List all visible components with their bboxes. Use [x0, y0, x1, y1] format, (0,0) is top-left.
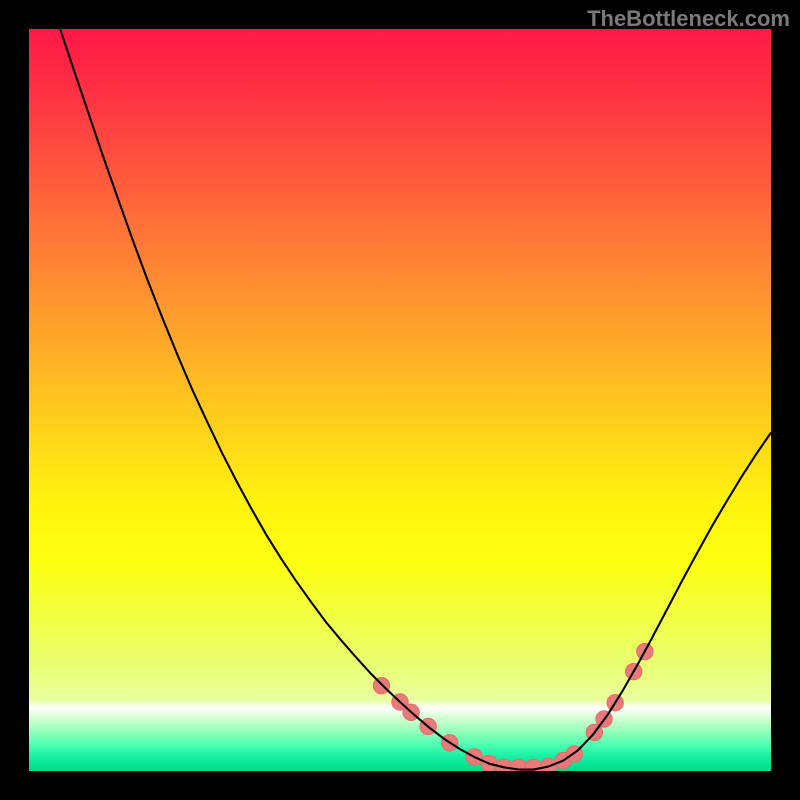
- bottleneck-curve: [60, 29, 771, 770]
- watermark-text: TheBottleneck.com: [587, 6, 790, 32]
- plot-frame: [29, 29, 771, 771]
- plot-svg: [29, 29, 771, 771]
- marker-layer: [373, 643, 653, 771]
